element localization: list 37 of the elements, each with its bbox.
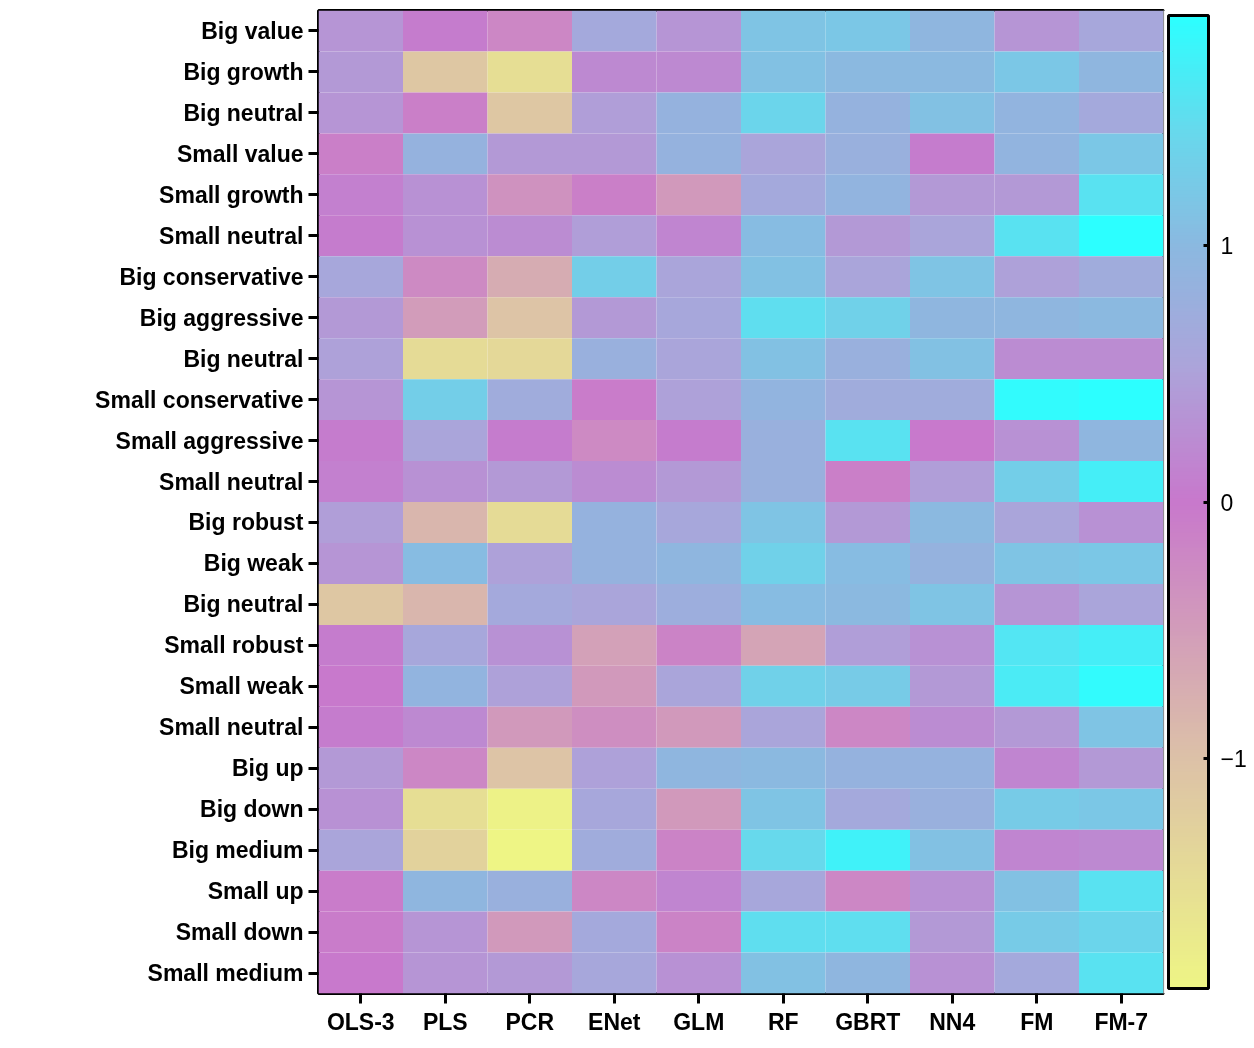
color-bar-label: 1 (1220, 233, 1234, 260)
x-tick-label: GLM (673, 1008, 725, 1035)
x-tick-label: OLS-3 (326, 1008, 395, 1035)
y-tick-label: Big aggressive (139, 304, 304, 331)
x-tick-label: FM-7 (1094, 1008, 1149, 1035)
x-tick-label: NN4 (929, 1008, 976, 1035)
y-tick-label: Small value (176, 140, 304, 167)
y-tick-label: Big conservative (119, 263, 304, 290)
x-tick-label: GBRT (835, 1008, 901, 1035)
y-tick-label: Big neutral (183, 345, 304, 372)
y-tick-label: Big medium (171, 837, 304, 864)
y-tick-label: Big neutral (183, 591, 304, 618)
y-tick-label: Small neutral (159, 222, 304, 249)
y-tick-label: Small robust (164, 632, 304, 659)
y-tick-label: Small growth (159, 181, 304, 208)
x-tick-label: RF (767, 1008, 799, 1035)
y-tick-label: Big down (200, 796, 304, 823)
y-tick-label: Small neutral (159, 714, 304, 741)
color-bar-label: 0 (1220, 489, 1234, 516)
y-tick-label: Big up (231, 755, 304, 782)
x-tick-label: PLS (422, 1008, 468, 1035)
color-bar-label: −1 (1220, 745, 1247, 772)
y-tick-label: Small conservative (95, 386, 304, 413)
x-tick-label: PCR (505, 1008, 555, 1035)
y-tick-label: Big neutral (183, 99, 304, 126)
x-tick-label: FM (1020, 1008, 1054, 1035)
y-tick-label: Small down (175, 919, 304, 946)
y-tick-label: Small neutral (159, 468, 304, 495)
y-tick-label: Small aggressive (115, 427, 304, 454)
y-tick-label: Small up (207, 878, 304, 905)
x-tick-label: ENet (588, 1008, 641, 1035)
y-tick-label: Big robust (188, 509, 304, 536)
y-tick-label: Small weak (179, 673, 304, 700)
y-tick-label: Small medium (147, 960, 304, 987)
y-tick-label: Big weak (203, 550, 304, 577)
y-tick-label: Big growth (183, 58, 304, 85)
y-tick-label: Big value (201, 17, 304, 44)
